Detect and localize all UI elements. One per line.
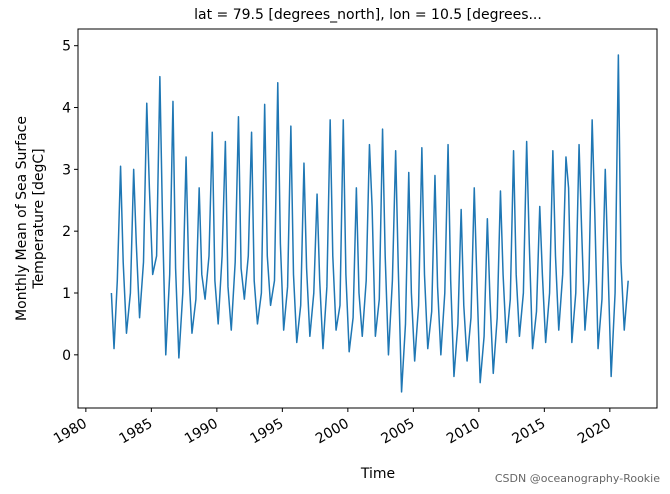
x-tick-label: 2015 [509,416,548,448]
x-tick-label: 2000 [313,416,352,448]
y-tick-label: 5 [62,39,71,55]
x-tick-label: 2020 [575,416,614,448]
x-tick-label: 2010 [444,416,483,448]
x-tick-label: 1995 [247,416,286,448]
data-line [110,54,629,393]
x-tick-label: 1980 [51,416,90,448]
x-axis-label: Time [360,466,395,482]
y-tick-label: 0 [62,348,71,364]
chart-title: lat = 79.5 [degrees_north], lon = 10.5 [… [194,7,542,23]
y-tick-label: 3 [62,162,71,178]
y-tick-label: 4 [62,101,71,117]
y-tick-label: 2 [62,224,71,240]
x-tick-label: 2005 [378,416,417,448]
x-tick-label: 1985 [116,416,155,448]
watermark: CSDN @oceanography-Rookie [495,472,660,485]
plot-frame [77,28,658,409]
y-tick-label: 1 [62,286,71,302]
x-tick-label: 1990 [182,416,221,448]
y-axis-label: Temperature [degC] [31,148,47,289]
y-axis-label: Monthly Mean of Sea Surface [14,116,30,321]
